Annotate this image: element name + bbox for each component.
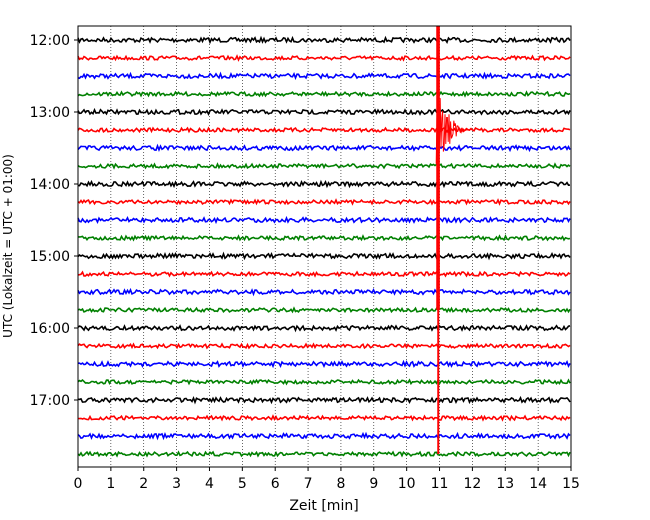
seismic-trace xyxy=(77,90,571,98)
seismic-trace xyxy=(77,35,571,45)
seismic-trace xyxy=(77,215,571,225)
seismic-trace xyxy=(77,54,571,62)
seismic-trace xyxy=(77,270,571,278)
seismic-trace xyxy=(77,306,571,314)
y-tick-label: 15:00 xyxy=(30,249,70,265)
event-band-tail xyxy=(437,310,440,454)
seismic-trace xyxy=(77,395,571,405)
seismic-trace xyxy=(77,251,571,261)
seismic-trace xyxy=(78,359,571,369)
seismic-trace xyxy=(77,287,571,297)
x-tick-label: 9 xyxy=(369,476,378,492)
x-axis: 0 1 2 3 4 5 6 7 8 9 10 11 12 13 14 15 xyxy=(74,467,580,492)
events xyxy=(435,26,469,454)
x-tick-label: 4 xyxy=(205,476,214,492)
x-tick-label: 15 xyxy=(562,476,580,492)
x-tick-label: 12 xyxy=(463,476,481,492)
x-tick-label: 14 xyxy=(529,476,547,492)
x-tick-label: 2 xyxy=(139,476,148,492)
y-axis: 12:00 13:00 14:00 15:00 16:00 17:00 xyxy=(30,33,78,409)
traces xyxy=(77,35,571,458)
y-axis-label: UTC (Lokalzeit = UTC + 01:00) xyxy=(1,154,15,338)
seismic-trace xyxy=(77,162,571,170)
x-tick-label: 6 xyxy=(271,476,280,492)
x-tick-label: 7 xyxy=(304,476,313,492)
plot-frame xyxy=(77,25,572,468)
seismic-trace xyxy=(77,71,571,81)
event-band xyxy=(436,26,440,310)
x-tick-label: 3 xyxy=(172,476,181,492)
event-coda xyxy=(435,98,469,164)
x-tick-label: 5 xyxy=(238,476,247,492)
seismic-trace xyxy=(77,342,571,350)
y-tick-label: 17:00 xyxy=(30,393,70,409)
seismic-trace xyxy=(77,450,571,458)
y-tick-label: 12:00 xyxy=(30,33,70,49)
seismic-trace xyxy=(77,126,571,134)
y-tick-label: 16:00 xyxy=(30,321,70,337)
seismic-trace xyxy=(78,234,571,242)
x-tick-label: 1 xyxy=(106,476,115,492)
x-tick-label: 11 xyxy=(431,476,449,492)
x-tick-label: 0 xyxy=(74,476,83,492)
seismic-trace xyxy=(77,198,571,206)
y-tick-label: 13:00 xyxy=(30,105,70,121)
seismic-trace xyxy=(77,179,571,189)
seismic-trace xyxy=(77,107,571,116)
seismic-trace xyxy=(77,143,571,153)
x-tick-label: 13 xyxy=(496,476,514,492)
seismic-trace xyxy=(77,378,571,386)
seismic-trace xyxy=(77,414,571,422)
seismic-trace xyxy=(77,431,571,441)
x-axis-label: Zeit [min] xyxy=(289,498,358,514)
y-tick-label: 14:00 xyxy=(30,177,70,193)
x-tick-label: 10 xyxy=(398,476,416,492)
seismic-trace xyxy=(77,324,571,333)
x-tick-label: 8 xyxy=(336,476,345,492)
